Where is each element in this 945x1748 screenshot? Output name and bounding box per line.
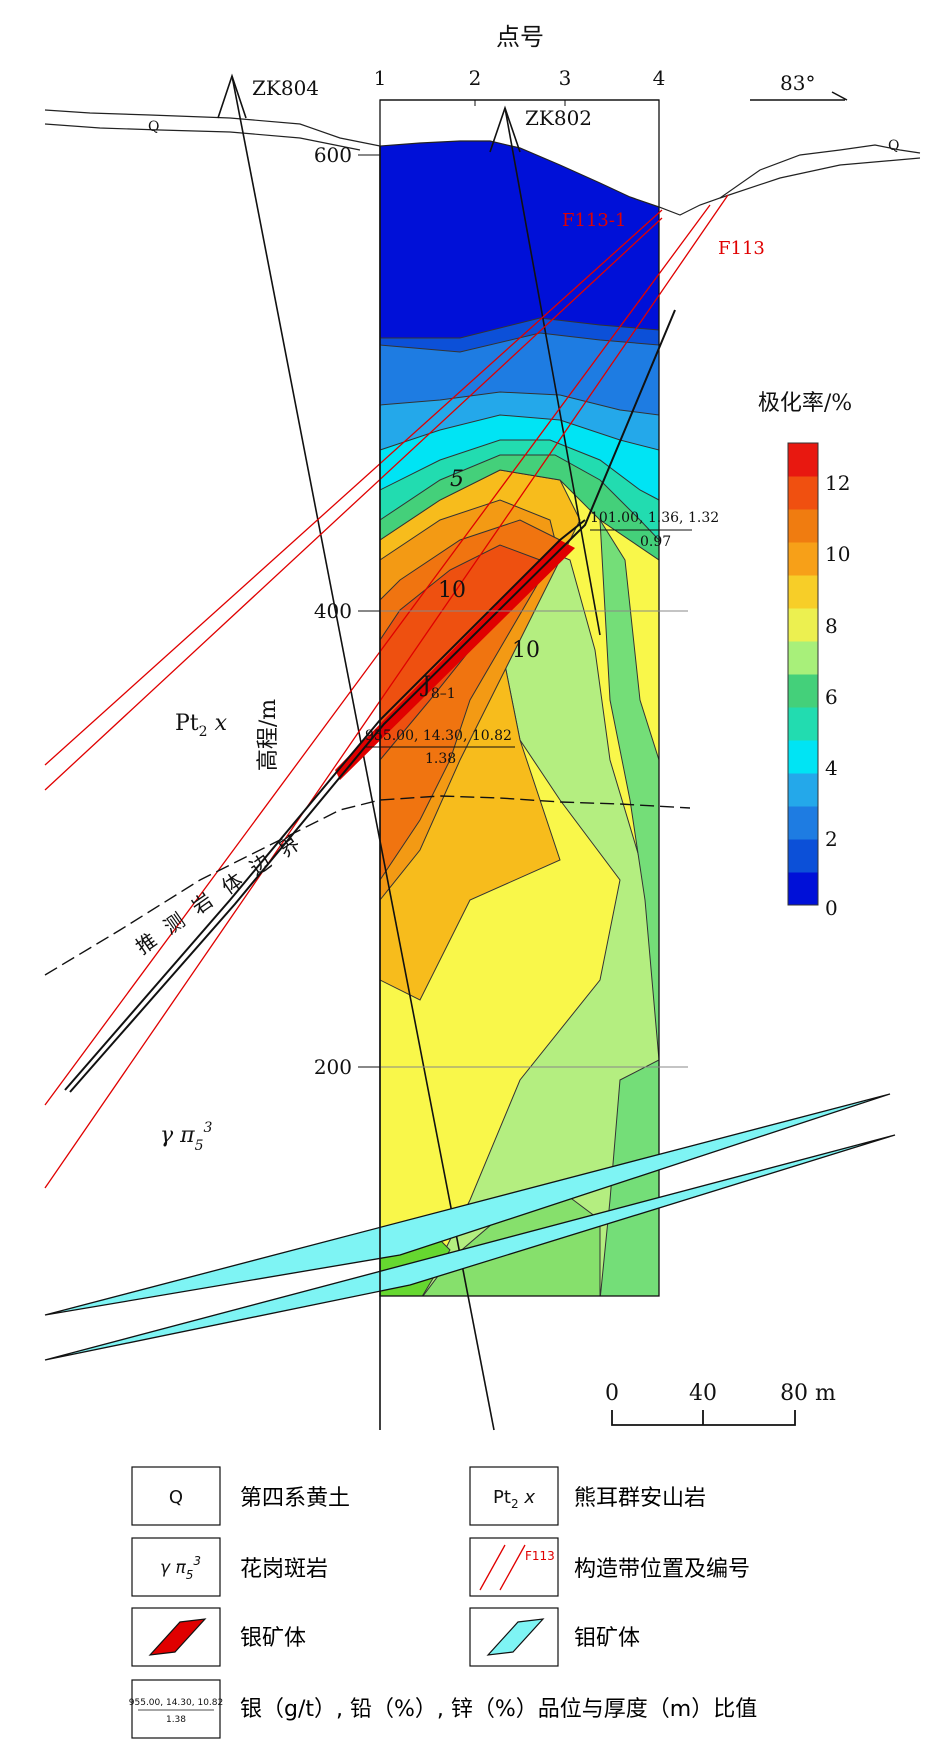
quaternary-label-right: Q	[888, 138, 899, 154]
colorbar-tick-8: 8	[825, 614, 838, 638]
colorbar-swatches	[788, 443, 818, 906]
colorbar-tick-0: 0	[825, 896, 838, 920]
colorbar-tick-10: 10	[825, 542, 850, 566]
colorbar-swatch	[788, 641, 818, 675]
legend-symbol-fault-text: F113	[525, 1549, 555, 1563]
scale-bar: 0 40 80 m	[605, 1381, 836, 1426]
colorbar-swatch	[788, 773, 818, 807]
colorbar-swatch	[788, 872, 818, 906]
colorbar-swatch	[788, 674, 818, 708]
legend-label-molybdenum-ore: 钼矿体	[574, 1626, 640, 1651]
colorbar-swatch	[788, 476, 818, 510]
legend-symbol-xionger-text: Pt2 x	[493, 1487, 535, 1511]
legend-label-granite-porphyry: 花岗斑岩	[240, 1557, 328, 1582]
colorbar-title: 极化率/%	[758, 391, 852, 416]
colorbar-swatch	[788, 740, 818, 774]
legend-item-granite-porphyry: γ π53 花岗斑岩	[131, 1537, 328, 1597]
boundary-char-2: 测	[159, 908, 189, 939]
boundary-char-3: 岩	[187, 888, 217, 919]
boundary-char-6: 界	[274, 831, 304, 862]
contour-label-10-lower: 10	[512, 638, 540, 663]
legend-item-grade-ratio: 955.00, 14.30, 10.82 1.38 银（g/t）, 铅（%）, …	[129, 1679, 757, 1739]
legend-silver-ore-swatch	[148, 1618, 207, 1656]
orebody-annotation: J8–1 955.00, 14.30, 10.82 1.38	[365, 673, 515, 767]
station-header: 点号 1 2 3 4	[374, 23, 666, 106]
legend-symbol-grade-ratio	[131, 1679, 221, 1739]
legend-label-xionger: 熊耳群安山岩	[574, 1486, 706, 1511]
elevation-axis-title: 高程/m	[256, 699, 281, 771]
elevation-tick-600: 600	[314, 143, 352, 167]
drillhole-label-zk804: ZK804	[252, 76, 319, 100]
legend: Q 第四系黄土 Pt2 x 熊耳群安山岩 γ π53 花岗斑岩 F113 构造带…	[129, 1466, 757, 1739]
upper-sample-thickness-ratio: 0.97	[640, 534, 671, 550]
colorbar-swatch	[788, 707, 818, 741]
polarizability-contour-panel	[380, 141, 659, 1296]
contour-label-10-upper: 10	[438, 578, 466, 603]
orebody-thickness-ratio: 1.38	[425, 751, 456, 767]
elevation-tick-400: 400	[314, 599, 352, 623]
drillhole-zk802	[489, 105, 601, 636]
station-number-1: 1	[374, 66, 387, 90]
colorbar-tick-12: 12	[825, 471, 850, 495]
fault-f113-1	[44, 209, 663, 791]
scale-tick-40: 40	[689, 1381, 717, 1406]
rock-unit-xionger-label: Pt2 x	[175, 711, 228, 740]
legend-item-silver-ore: 银矿体	[131, 1607, 306, 1667]
station-number-3: 3	[559, 66, 572, 90]
legend-item-quaternary: Q 第四系黄土	[131, 1466, 350, 1526]
station-title: 点号	[496, 23, 544, 51]
fault-f113	[44, 194, 729, 1189]
elevation-axis: 600 400 200 高程/m	[256, 143, 688, 1430]
station-number-4: 4	[653, 66, 666, 90]
colorbar-tick-6: 6	[825, 685, 838, 709]
upper-sample-annotation: 101.00, 1.36, 1.32 0.97	[590, 510, 719, 550]
colorbar-swatch	[788, 575, 818, 609]
colorbar-swatch	[788, 608, 818, 642]
topographic-surface	[44, 109, 921, 216]
scale-tick-80: 80 m	[780, 1381, 836, 1406]
legend-item-xionger: Pt2 x 熊耳群安山岩	[469, 1466, 706, 1526]
elevation-tick-200: 200	[314, 1055, 352, 1079]
colorbar-swatch	[788, 806, 818, 840]
molybdenum-orebodies	[44, 1093, 896, 1361]
legend-grade-sample-values: 955.00, 14.30, 10.82	[129, 1698, 223, 1708]
legend-item-molybdenum-ore: 钼矿体	[469, 1607, 640, 1667]
upper-sample-grade-values: 101.00, 1.36, 1.32	[590, 510, 719, 526]
fault-label-f113: F113	[718, 238, 765, 259]
scale-tick-0: 0	[605, 1381, 619, 1406]
colorbar-swatch	[788, 839, 818, 873]
polarizability-colorbar: 极化率/% 12 10 8 6 4 2 0	[758, 391, 852, 920]
rock-unit-granite-porphyry-label: γ π53	[160, 1120, 213, 1154]
legend-grade-sample-thickness: 1.38	[166, 1715, 186, 1725]
colorbar-tick-4: 4	[825, 756, 838, 780]
drillhole-label-zk802: ZK802	[525, 106, 592, 130]
orebody-grade-values: 955.00, 14.30, 10.82	[365, 728, 512, 744]
legend-molybdenum-ore-swatch	[486, 1618, 545, 1656]
azimuth-label: 83°	[780, 71, 815, 95]
legend-symbol-quaternary	[131, 1466, 221, 1526]
contour-label-5: 5	[450, 467, 464, 492]
legend-symbol-structural-zone	[469, 1537, 559, 1597]
colorbar-swatch	[788, 509, 818, 543]
legend-label-grade-ratio: 银（g/t）, 铅（%）, 锌（%）品位与厚度（m）比值	[240, 1697, 757, 1722]
legend-item-structural-zone: F113 构造带位置及编号	[469, 1537, 750, 1597]
orebody-name: J8–1	[420, 673, 456, 702]
station-number-2: 2	[469, 66, 482, 90]
legend-label-quaternary: 第四系黄土	[240, 1486, 350, 1511]
legend-label-silver-ore: 银矿体	[240, 1626, 306, 1651]
legend-symbol-quaternary-text: Q	[169, 1487, 183, 1508]
legend-label-structural-zone: 构造带位置及编号	[574, 1557, 750, 1582]
colorbar-swatch	[788, 542, 818, 576]
north-arrow: 83°	[750, 71, 848, 101]
fault-label-f113-1: F113-1	[562, 210, 626, 231]
quaternary-label-left: Q	[148, 119, 159, 135]
colorbar-swatch	[788, 443, 818, 477]
colorbar-tick-2: 2	[825, 827, 838, 851]
legend-symbol-granite-porphyry	[131, 1537, 221, 1597]
legend-symbol-xionger	[469, 1466, 559, 1526]
legend-symbol-granite-porphyry-text: γ π53	[160, 1554, 201, 1582]
